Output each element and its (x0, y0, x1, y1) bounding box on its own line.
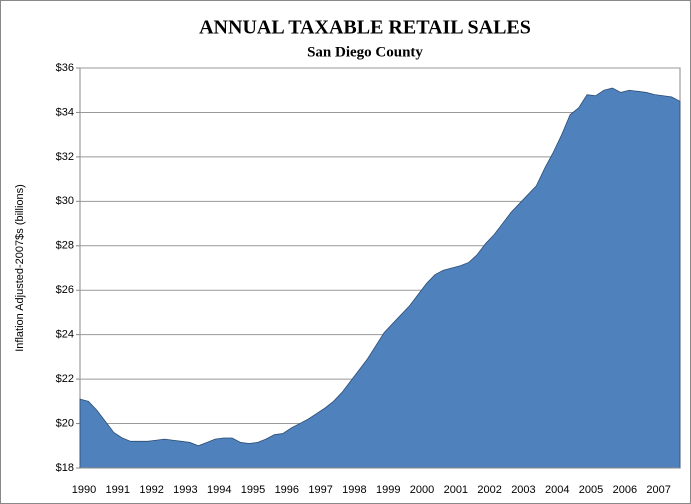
chart-subtitle: San Diego County (307, 44, 423, 60)
x-tick-label: 1994 (207, 484, 231, 496)
x-tick-label: 2005 (579, 484, 603, 496)
x-tick-label: 2007 (646, 484, 670, 496)
x-tick-label: 2002 (477, 484, 501, 496)
y-tick-label: $30 (56, 195, 74, 207)
x-tick-label: 2000 (410, 484, 434, 496)
x-tick-label: 1991 (106, 484, 130, 496)
x-tick-label: 1995 (241, 484, 265, 496)
y-tick-label: $26 (56, 284, 74, 296)
y-tick-label: $24 (56, 329, 74, 341)
y-tick-label: $32 (56, 151, 74, 163)
x-tick-label: 2001 (444, 484, 468, 496)
area (79, 87, 681, 469)
x-tick-label: 2003 (511, 484, 535, 496)
x-tick-label: 1999 (376, 484, 400, 496)
x-tick-label: 2004 (545, 484, 569, 496)
chart-title: ANNUAL TAXABLE RETAIL SALES (199, 17, 531, 39)
y-tick-label: $36 (56, 62, 74, 74)
x-tick-label: 1996 (275, 484, 299, 496)
x-tick-label: 1990 (72, 484, 96, 496)
y-tick-label: $20 (56, 417, 74, 429)
y-tick-label: $22 (56, 373, 74, 385)
y-tick-label: $34 (56, 106, 74, 118)
y-axis-label: Inflation Adjusted-2007$s (billions) (14, 184, 26, 352)
y-tick-label: $28 (56, 240, 74, 252)
x-tick-label: 1997 (308, 484, 332, 496)
x-tick-label: 1998 (342, 484, 366, 496)
y-tick-label: $18 (56, 462, 74, 474)
x-tick-label: 1993 (173, 484, 197, 496)
x-tick-label: 2006 (613, 484, 637, 496)
x-tick-label: 1992 (139, 484, 163, 496)
